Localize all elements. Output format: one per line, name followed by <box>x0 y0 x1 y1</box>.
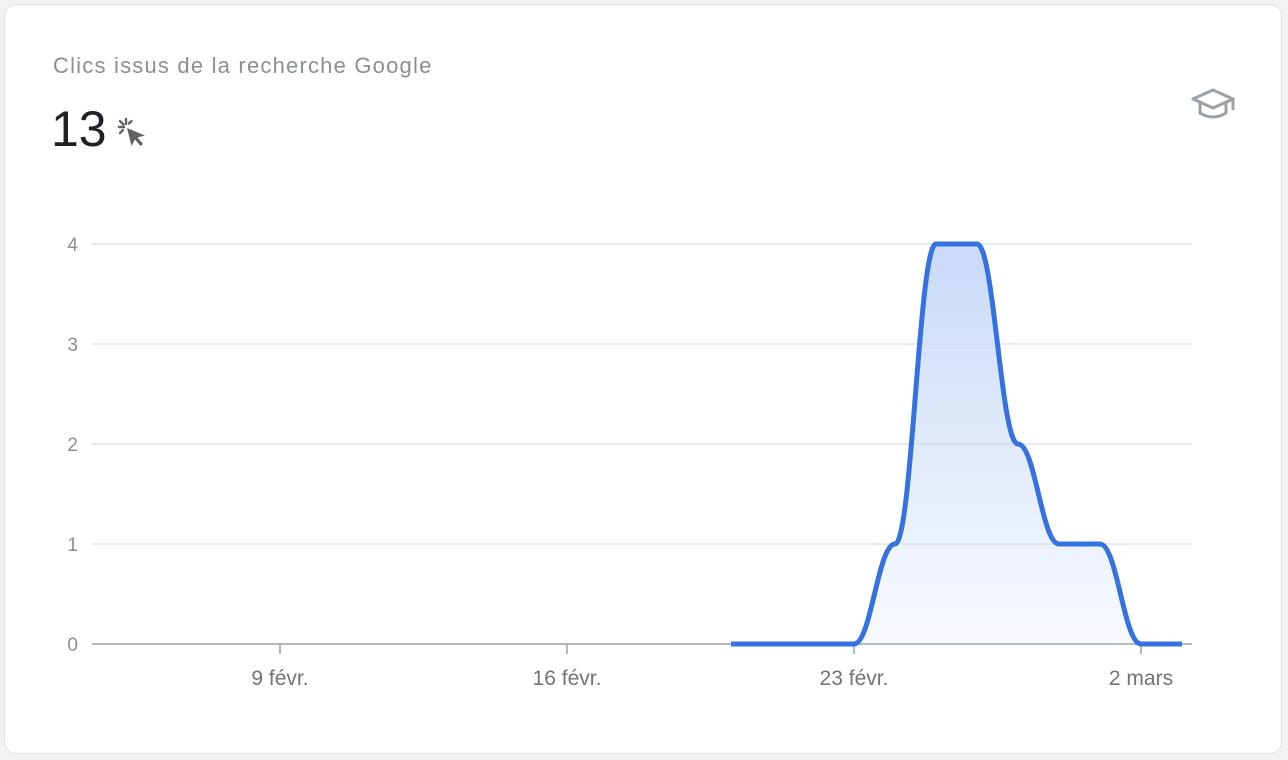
search-clicks-card: Clics issus de la recherche Google 13 <box>4 4 1282 754</box>
click-cursor-icon <box>115 116 149 150</box>
graduation-cap-icon[interactable] <box>1189 83 1237 125</box>
card-title: Clics issus de la recherche Google <box>53 53 433 79</box>
metric-summary: 13 <box>51 101 149 157</box>
total-clicks-value: 13 <box>51 101 107 157</box>
